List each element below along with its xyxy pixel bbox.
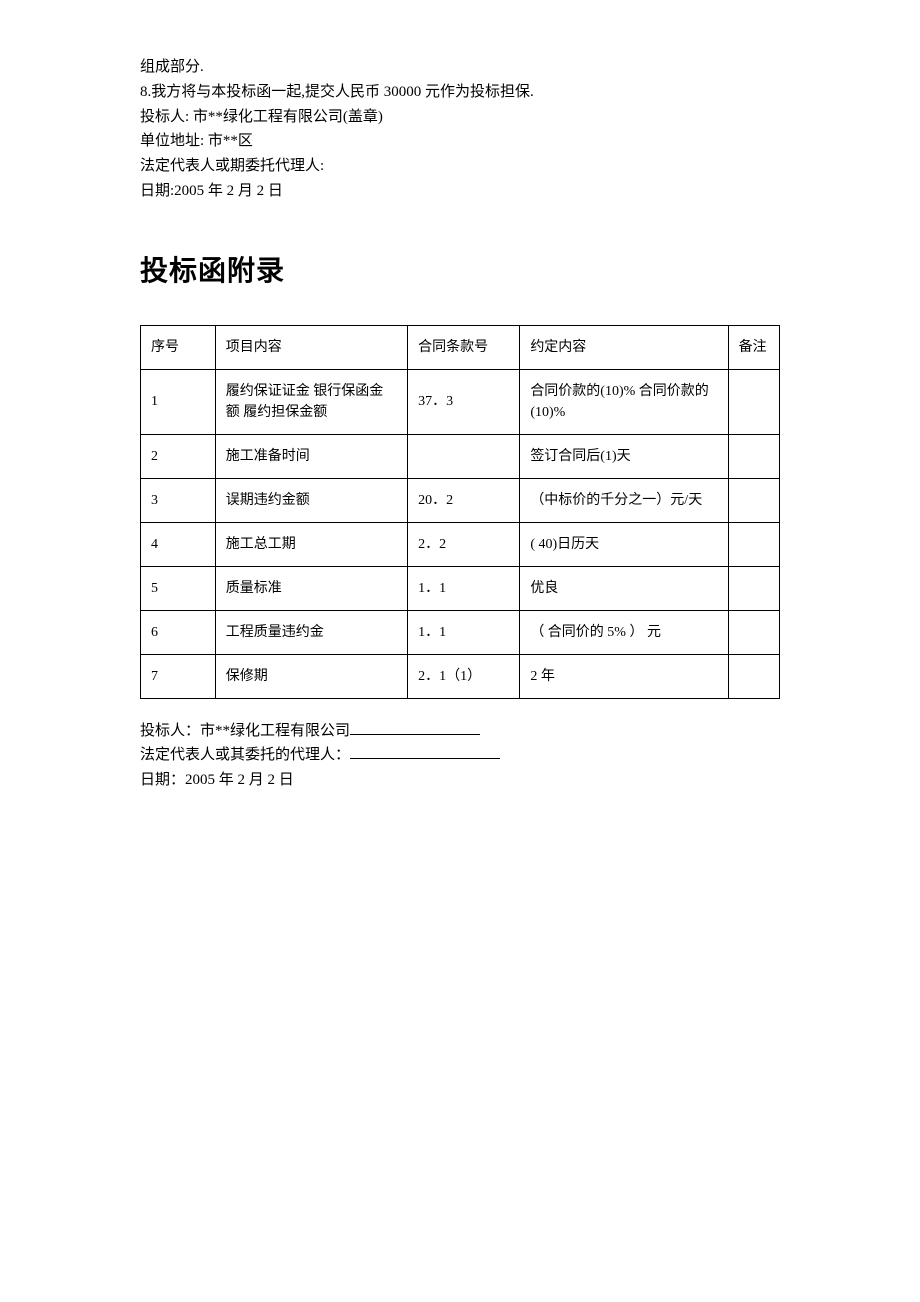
intro-line-3: 投标人: 市**绿化工程有限公司(盖章)	[140, 105, 780, 130]
cell-content: ( 40)日历天	[520, 522, 728, 566]
cell-remark	[728, 610, 779, 654]
intro-line-4: 单位地址: 市**区	[140, 129, 780, 154]
cell-content: 合同价款的(10)% 合同价款的(10)%	[520, 369, 728, 434]
cell-seq: 7	[141, 654, 216, 698]
section-heading: 投标函附录	[140, 249, 780, 295]
cell-remark	[728, 478, 779, 522]
underline-blank	[350, 720, 480, 735]
cell-clause: 1．1	[408, 610, 520, 654]
footer-line-1: 投标人：市**绿化工程有限公司	[140, 719, 780, 744]
cell-clause: 37．3	[408, 369, 520, 434]
cell-content: （中标价的千分之一）元/天	[520, 478, 728, 522]
footer-paragraph: 投标人：市**绿化工程有限公司 法定代表人或其委托的代理人： 日期：2005 年…	[140, 719, 780, 793]
header-item: 项目内容	[215, 325, 407, 369]
cell-remark	[728, 522, 779, 566]
header-content: 约定内容	[520, 325, 728, 369]
footer-line-3: 日期：2005 年 2 月 2 日	[140, 768, 780, 793]
cell-item: 履约保证证金 银行保函金额 履约担保金额	[215, 369, 407, 434]
table-row: 4 施工总工期 2．2 ( 40)日历天	[141, 522, 780, 566]
cell-seq: 6	[141, 610, 216, 654]
intro-line-2: 8.我方将与本投标函一起,提交人民币 30000 元作为投标担保.	[140, 80, 780, 105]
footer-line-2: 法定代表人或其委托的代理人：	[140, 743, 780, 768]
cell-remark	[728, 654, 779, 698]
table-row: 6 工程质量违约金 1．1 （ 合同价的 5% ） 元	[141, 610, 780, 654]
intro-line-1: 组成部分.	[140, 55, 780, 80]
header-seq: 序号	[141, 325, 216, 369]
header-remark: 备注	[728, 325, 779, 369]
cell-seq: 4	[141, 522, 216, 566]
cell-content: 优良	[520, 566, 728, 610]
cell-seq: 5	[141, 566, 216, 610]
cell-seq: 1	[141, 369, 216, 434]
cell-content: （ 合同价的 5% ） 元	[520, 610, 728, 654]
cell-remark	[728, 369, 779, 434]
cell-item: 保修期	[215, 654, 407, 698]
cell-clause: 1．1	[408, 566, 520, 610]
cell-content: 签订合同后(1)天	[520, 434, 728, 478]
table-row: 7 保修期 2．1（1） 2 年	[141, 654, 780, 698]
footer-bidder-label: 投标人：市**绿化工程有限公司	[140, 723, 350, 739]
cell-seq: 2	[141, 434, 216, 478]
cell-seq: 3	[141, 478, 216, 522]
intro-paragraph: 组成部分. 8.我方将与本投标函一起,提交人民币 30000 元作为投标担保. …	[140, 55, 780, 204]
footer-rep-label: 法定代表人或其委托的代理人：	[140, 747, 350, 763]
header-clause: 合同条款号	[408, 325, 520, 369]
cell-clause: 2．2	[408, 522, 520, 566]
cell-clause: 20．2	[408, 478, 520, 522]
intro-line-5: 法定代表人或期委托代理人:	[140, 154, 780, 179]
table-row: 3 误期违约金额 20．2 （中标价的千分之一）元/天	[141, 478, 780, 522]
cell-remark	[728, 566, 779, 610]
table-row: 5 质量标准 1．1 优良	[141, 566, 780, 610]
cell-remark	[728, 434, 779, 478]
cell-item: 施工总工期	[215, 522, 407, 566]
intro-line-6: 日期:2005 年 2 月 2 日	[140, 179, 780, 204]
cell-content: 2 年	[520, 654, 728, 698]
cell-item: 误期违约金额	[215, 478, 407, 522]
cell-clause	[408, 434, 520, 478]
appendix-table: 序号 项目内容 合同条款号 约定内容 备注 1 履约保证证金 银行保函金额 履约…	[140, 325, 780, 699]
table-header-row: 序号 项目内容 合同条款号 约定内容 备注	[141, 325, 780, 369]
table-row: 1 履约保证证金 银行保函金额 履约担保金额 37．3 合同价款的(10)% 合…	[141, 369, 780, 434]
table-row: 2 施工准备时间 签订合同后(1)天	[141, 434, 780, 478]
cell-item: 施工准备时间	[215, 434, 407, 478]
cell-item: 质量标准	[215, 566, 407, 610]
cell-clause: 2．1（1）	[408, 654, 520, 698]
cell-item: 工程质量违约金	[215, 610, 407, 654]
underline-blank	[350, 744, 500, 759]
